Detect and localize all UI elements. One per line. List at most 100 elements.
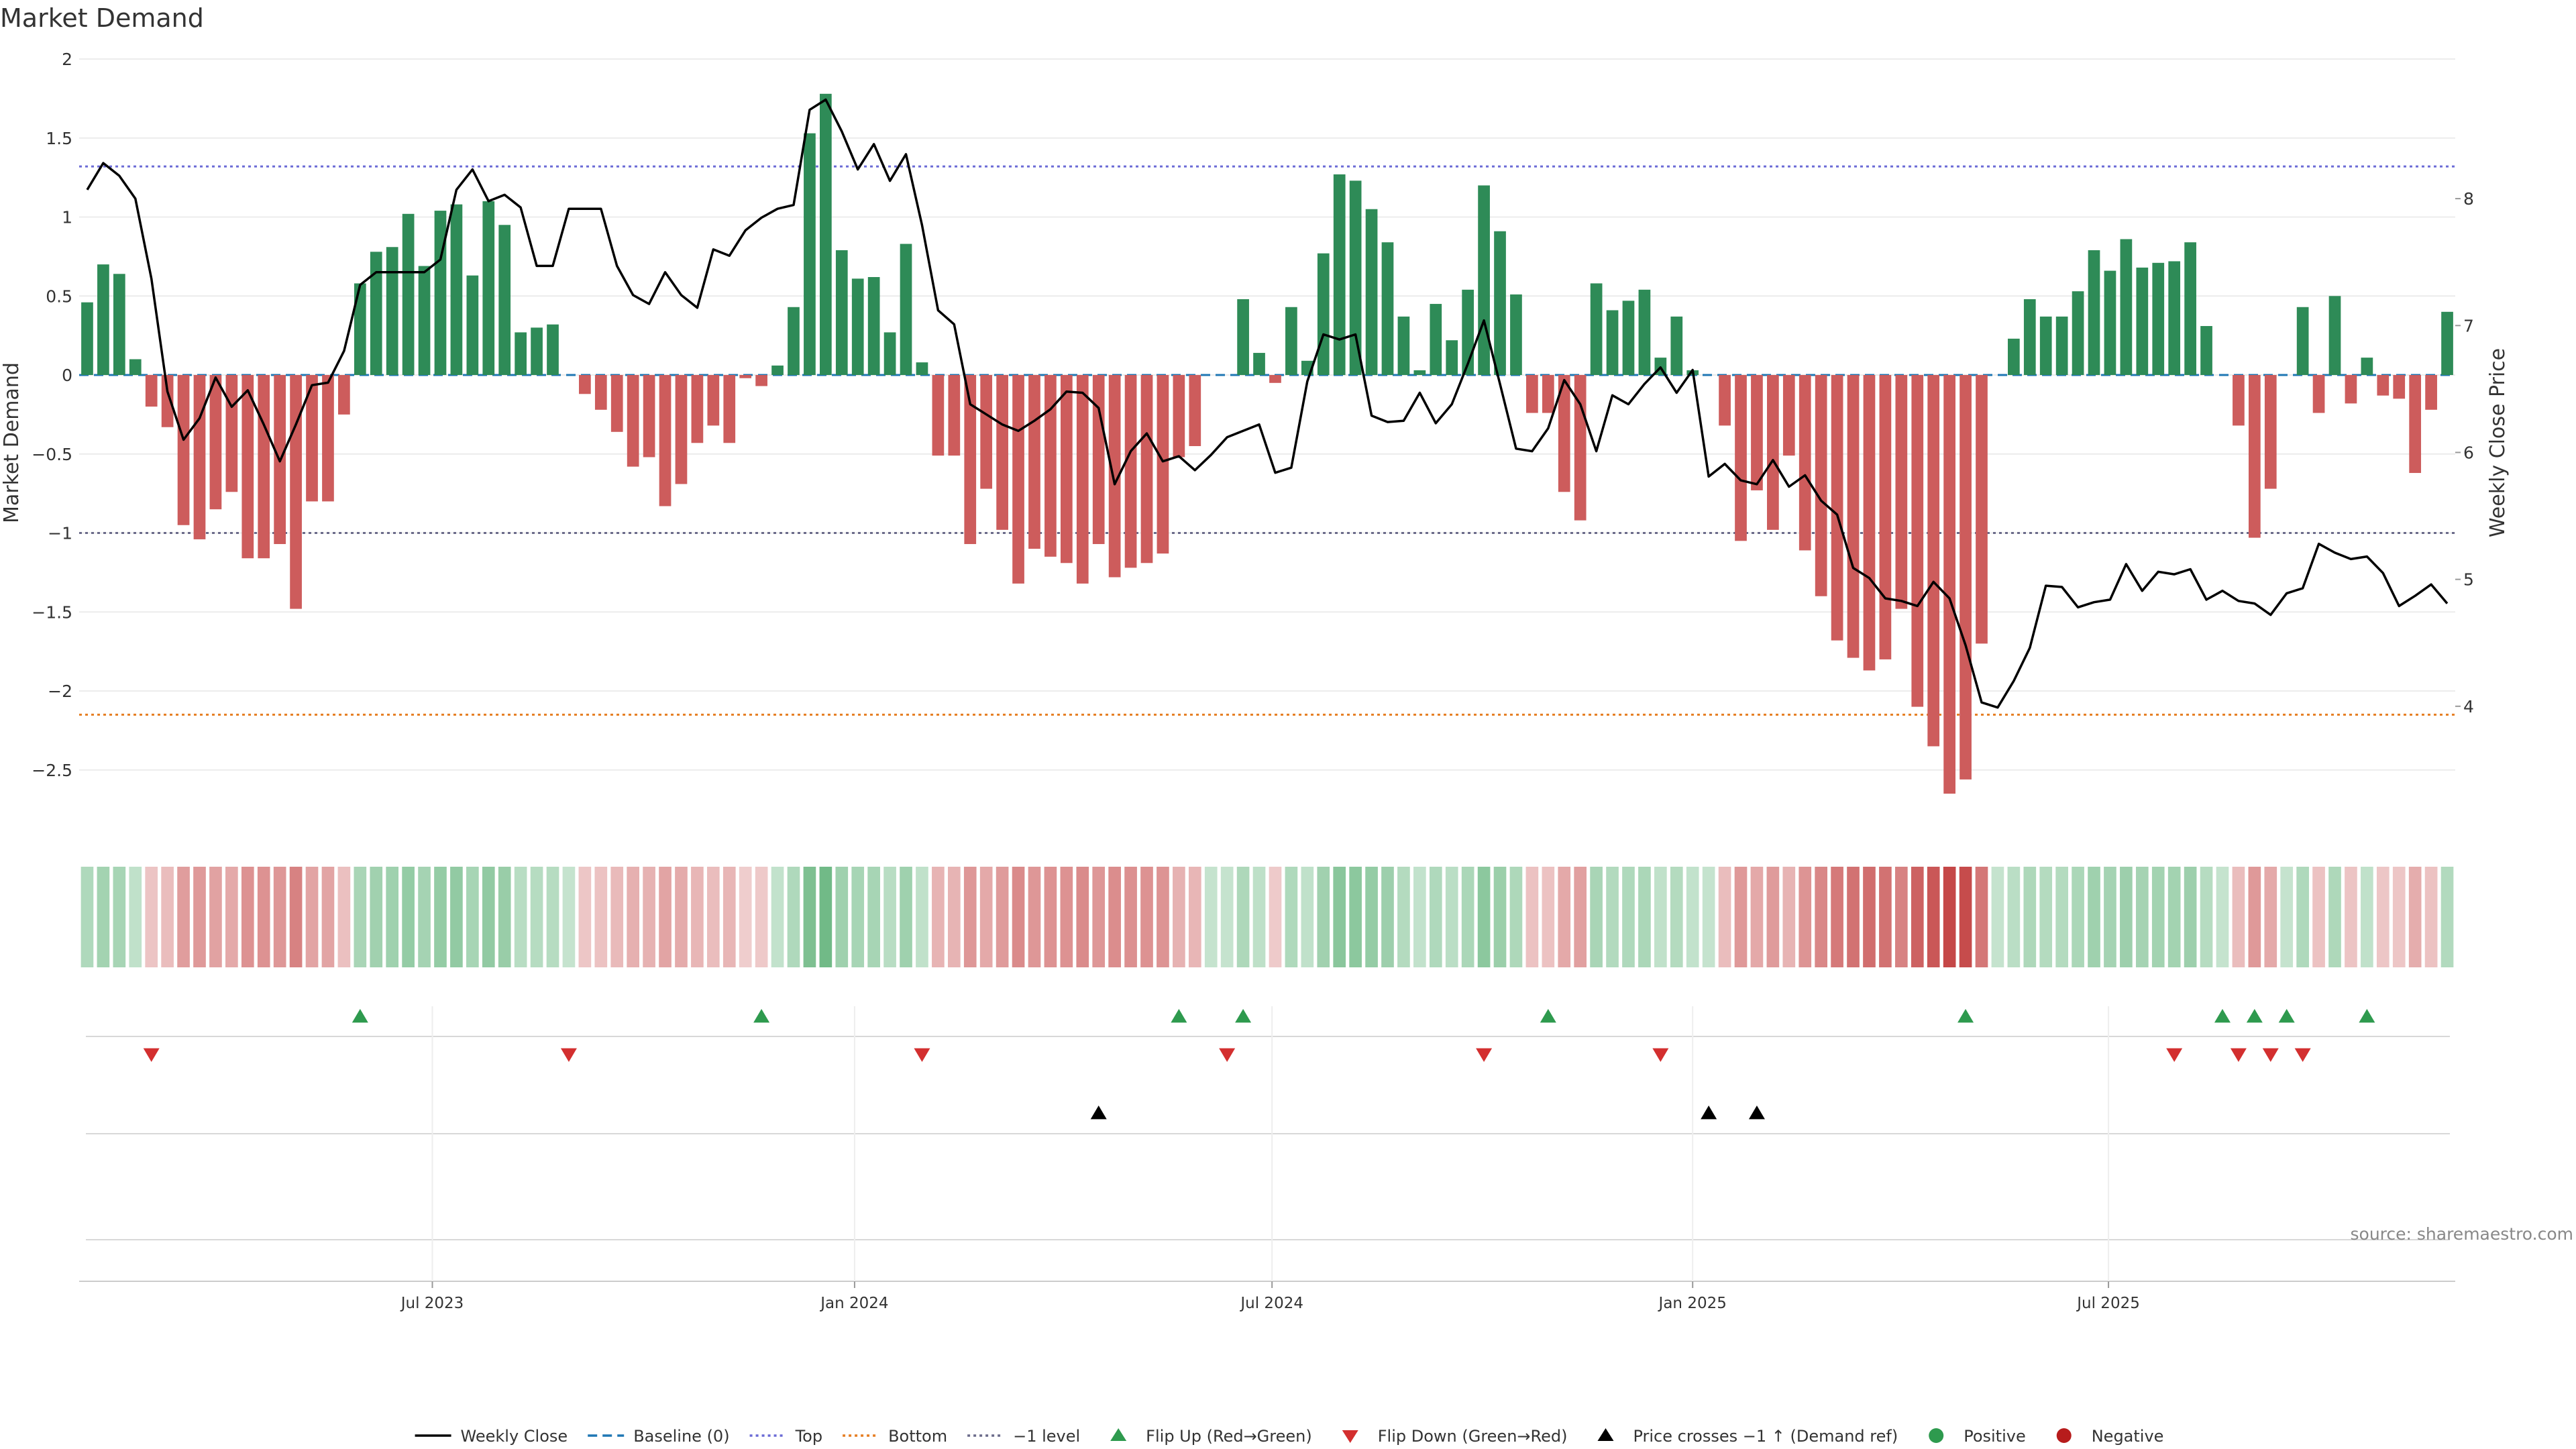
demand-bar-negative xyxy=(1943,375,1955,794)
y-left-tick-label: −2 xyxy=(48,682,72,701)
demand-bar-negative xyxy=(1124,375,1137,568)
heat-cell xyxy=(1509,867,1523,967)
demand-bar-positive xyxy=(531,327,543,376)
heat-cell xyxy=(2120,867,2133,967)
heat-cell xyxy=(1911,867,1924,967)
demand-bar-positive xyxy=(450,204,463,376)
demand-bar-positive xyxy=(402,213,415,376)
demand-bar-positive xyxy=(2039,316,2052,376)
heat-cell xyxy=(1493,867,1507,967)
heat-cell xyxy=(1477,867,1491,967)
heat-cell xyxy=(916,867,928,967)
y-axis-right-label: Weekly Close Price xyxy=(2486,348,2510,537)
heat-cell xyxy=(2088,867,2100,967)
demand-bar-negative xyxy=(1157,375,1169,554)
heat-cell xyxy=(1879,867,1892,967)
heat-cell xyxy=(305,867,319,967)
heat-cell xyxy=(530,867,543,967)
demand-bar-positive xyxy=(851,278,864,376)
legend-label: Bottom xyxy=(888,1427,947,1446)
y-left-tick-label: 0 xyxy=(62,366,72,385)
heat-cell xyxy=(1429,867,1442,967)
heat-cell xyxy=(370,867,383,967)
demand-bar-negative xyxy=(177,375,190,525)
heat-cell xyxy=(1766,867,1780,967)
flip-down-marker xyxy=(143,1048,160,1062)
legend: Weekly Close Baseline (0) Top Bottom −1 leve… xyxy=(415,1427,2164,1446)
demand-bar-positive xyxy=(867,277,880,376)
heat-cell xyxy=(2200,867,2213,967)
heat-cell xyxy=(771,867,784,967)
demand-bar-negative xyxy=(1847,375,1860,658)
demand-bar-negative xyxy=(675,375,688,484)
demand-bar-positive xyxy=(1670,316,1683,376)
legend-swatch xyxy=(1597,1428,1614,1441)
heat-cell xyxy=(1188,867,1201,967)
heat-cell xyxy=(1012,867,1025,967)
demand-bar-positive xyxy=(1622,301,1635,376)
demand-bar-negative xyxy=(1976,375,1988,644)
heat-cell xyxy=(273,867,286,967)
legend-label: Price crosses −1 ↑ (Demand ref) xyxy=(1633,1427,1898,1446)
heat-cell xyxy=(225,867,238,967)
legend-label: Negative xyxy=(2092,1427,2164,1446)
heat-cell xyxy=(2361,867,2373,967)
flip-up-marker xyxy=(2359,1009,2375,1023)
demand-bar-negative xyxy=(1269,375,1281,383)
demand-bar-negative xyxy=(1028,375,1040,549)
legend-item: Flip Down (Green→Red) xyxy=(1342,1427,1567,1446)
demand-bar-positive xyxy=(1365,209,1378,376)
flip-up-marker xyxy=(2214,1009,2231,1023)
demand-bar-negative xyxy=(691,375,704,443)
heat-cell xyxy=(1831,867,1843,967)
flip-up-marker xyxy=(1235,1009,1252,1023)
heat-cell xyxy=(97,867,110,967)
legend-item: Weekly Close xyxy=(415,1427,568,1446)
flip-up-marker xyxy=(1540,1009,1556,1023)
heat-cell xyxy=(1847,867,1860,967)
demand-bar-positive xyxy=(1590,283,1603,376)
y-right-tick-label: 5 xyxy=(2463,570,2474,590)
price-cross-marker xyxy=(1090,1106,1107,1120)
demand-bar-positive xyxy=(2184,242,2196,376)
demand-bar-negative xyxy=(594,375,607,410)
demand-bar-negative xyxy=(1863,375,1876,671)
demand-bar-positive xyxy=(434,211,447,376)
heat-cell xyxy=(1959,867,1972,967)
demand-bar-negative xyxy=(241,375,254,559)
y-left-tick-label: −1.5 xyxy=(32,602,72,622)
heat-cell xyxy=(932,867,945,967)
demand-bar-negative xyxy=(290,375,302,609)
demand-bar-positive xyxy=(1237,299,1249,376)
heat-cell xyxy=(1365,867,1378,967)
legend-label: Top xyxy=(795,1427,823,1446)
price-cross-marker xyxy=(1748,1106,1765,1120)
demand-bar-negative xyxy=(1927,375,1940,747)
heat-cell xyxy=(1333,867,1346,967)
demand-bar-positive xyxy=(1430,304,1442,376)
heat-cell xyxy=(2055,867,2068,967)
heat-cell xyxy=(2392,867,2406,967)
date-tick-label: Jan 2025 xyxy=(1658,1295,1727,1312)
heat-cell xyxy=(450,867,463,967)
heat-cell xyxy=(947,867,961,967)
flip-up-marker xyxy=(352,1009,368,1023)
heat-cell xyxy=(498,867,511,967)
heat-cell xyxy=(1108,867,1121,967)
y-left-tick-label: 1 xyxy=(62,208,72,227)
heat-cell xyxy=(2135,867,2149,967)
demand-bar-negative xyxy=(145,375,158,407)
weekly-close-path xyxy=(86,98,2449,709)
demand-bar-positive xyxy=(81,302,93,376)
heat-cell xyxy=(963,867,977,967)
demand-bar-positive xyxy=(1285,307,1297,376)
demand-bar-negative xyxy=(643,375,655,458)
weekly-close-line xyxy=(86,98,2449,709)
demand-bar-negative xyxy=(1831,375,1843,641)
heat-cell xyxy=(2345,867,2357,967)
heat-cell xyxy=(1799,867,1812,967)
heat-cell xyxy=(1301,867,1314,967)
heat-cell xyxy=(1028,867,1041,967)
heat-cell xyxy=(514,867,527,967)
chart-title: Market Demand xyxy=(0,3,204,33)
